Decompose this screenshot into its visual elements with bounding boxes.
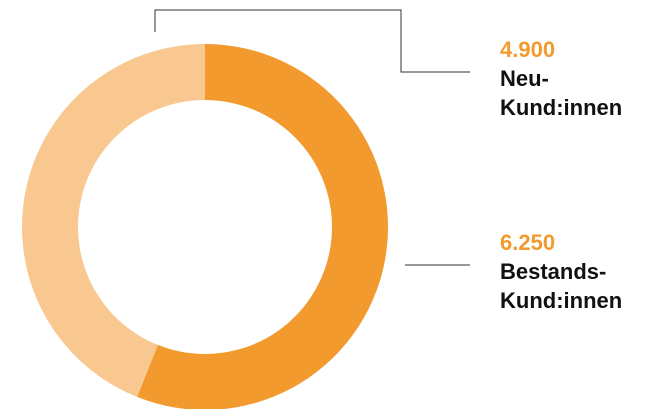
donut-slice: [21, 44, 205, 397]
category-label: Neu-Kund:innen: [500, 66, 623, 120]
value-label: 4.900: [500, 37, 556, 62]
legend-entry: 6.250 Bestands-Kund:innen: [500, 228, 640, 315]
value-label: 6.250: [500, 230, 556, 255]
category-label: Bestands-Kund:innen: [500, 259, 623, 313]
legend-entry: 4.900 Neu-Kund:innen: [500, 35, 640, 122]
donut-slice: [137, 44, 388, 409]
leader-line: [154, 9, 470, 73]
